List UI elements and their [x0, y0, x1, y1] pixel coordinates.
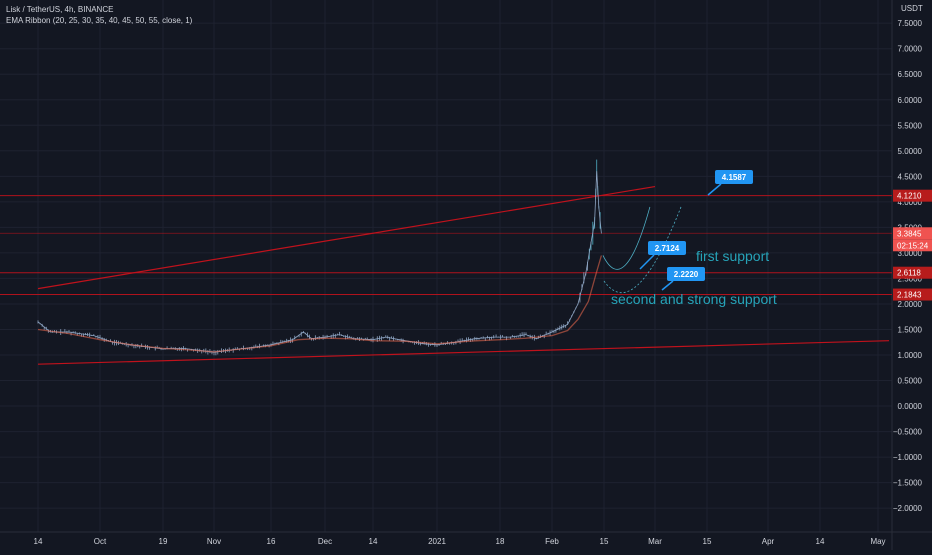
x-tick-label: 14: [369, 537, 378, 546]
indicator-legend: EMA Ribbon (20, 25, 30, 35, 40, 45, 50, …: [6, 16, 193, 25]
y-tick-label: 5.5000: [898, 121, 923, 130]
y-tick-label: 5.0000: [898, 147, 923, 156]
price-tag-text: 4.1210: [897, 192, 922, 201]
annotation-first-support: first support: [696, 248, 769, 264]
projection-arrow: [603, 206, 682, 293]
label-pointer: [639, 254, 655, 270]
x-tick-label: 14: [816, 537, 825, 546]
x-tick-label: Feb: [545, 537, 559, 546]
projection-arrow: [602, 206, 651, 270]
x-tick-label: Dec: [318, 537, 332, 546]
x-tick-label: Nov: [207, 537, 221, 546]
ema-ribbon-line: [37, 255, 603, 353]
chart-legend: Lisk / TetherUS, 4h, BINANCE EMA Ribbon …: [6, 4, 192, 26]
x-tick-label: 15: [703, 537, 712, 546]
x-tick-label: Apr: [762, 537, 775, 546]
y-tick-label: 0.0000: [898, 402, 923, 411]
price-label-text: 2.2220: [674, 270, 699, 279]
y-tick-label: 3.0000: [898, 249, 923, 258]
y-tick-label: 0.5000: [898, 377, 923, 386]
y-tick-label: −1.0000: [893, 453, 923, 462]
y-tick-label: −2.0000: [893, 504, 923, 513]
countdown-text: 02:15:24: [897, 241, 929, 250]
price-label-box: [715, 170, 753, 184]
x-tick-label: 14: [34, 537, 43, 546]
x-tick-label: Mar: [648, 537, 662, 546]
x-tick-label: 16: [267, 537, 276, 546]
price-label-text: 2.7124: [655, 244, 680, 253]
price-tag-text: 2.1843: [897, 291, 922, 300]
countdown-box: [893, 239, 932, 252]
price-tag-text: 3.3845: [897, 229, 922, 238]
price-tag-box: [893, 288, 932, 301]
x-tick-label: 19: [159, 537, 168, 546]
y-tick-label: 6.0000: [898, 96, 923, 105]
price-label-box: [648, 241, 686, 255]
y-tick-label: 7.5000: [898, 19, 923, 28]
y-tick-label: 7.0000: [898, 45, 923, 54]
label-pointer: [707, 183, 722, 196]
y-tick-label: −1.5000: [893, 479, 923, 488]
price-tag-box: [893, 189, 932, 202]
y-tick-label: 4.5000: [898, 172, 923, 181]
y-tick-label: −0.5000: [893, 428, 923, 437]
x-tick-label: Oct: [94, 537, 107, 546]
x-tick-label: May: [870, 537, 885, 546]
trendline: [37, 340, 890, 365]
y-tick-label: 1.0000: [898, 351, 923, 360]
price-tag-box: [893, 266, 932, 279]
currency-label: USDT: [901, 4, 923, 13]
label-pointer: [661, 280, 674, 291]
price-tag-box: [893, 227, 932, 240]
price-label-text: 4.1587: [722, 173, 747, 182]
price-tag-text: 2.6118: [897, 269, 921, 278]
y-tick-label: 2.5000: [898, 274, 923, 283]
x-tick-label: 2021: [428, 537, 446, 546]
x-tick-label: 15: [600, 537, 609, 546]
y-tick-label: 1.5000: [898, 325, 923, 334]
y-tick-label: 6.5000: [898, 70, 923, 79]
symbol-title: Lisk / TetherUS, 4h, BINANCE: [6, 5, 114, 14]
price-label-box: [667, 267, 705, 281]
x-tick-label: 18: [496, 537, 505, 546]
trendline: [37, 185, 656, 290]
annotation-second-support: second and strong support: [611, 291, 777, 307]
y-tick-label: 2.0000: [898, 300, 923, 309]
y-tick-label: 4.0000: [898, 198, 923, 207]
